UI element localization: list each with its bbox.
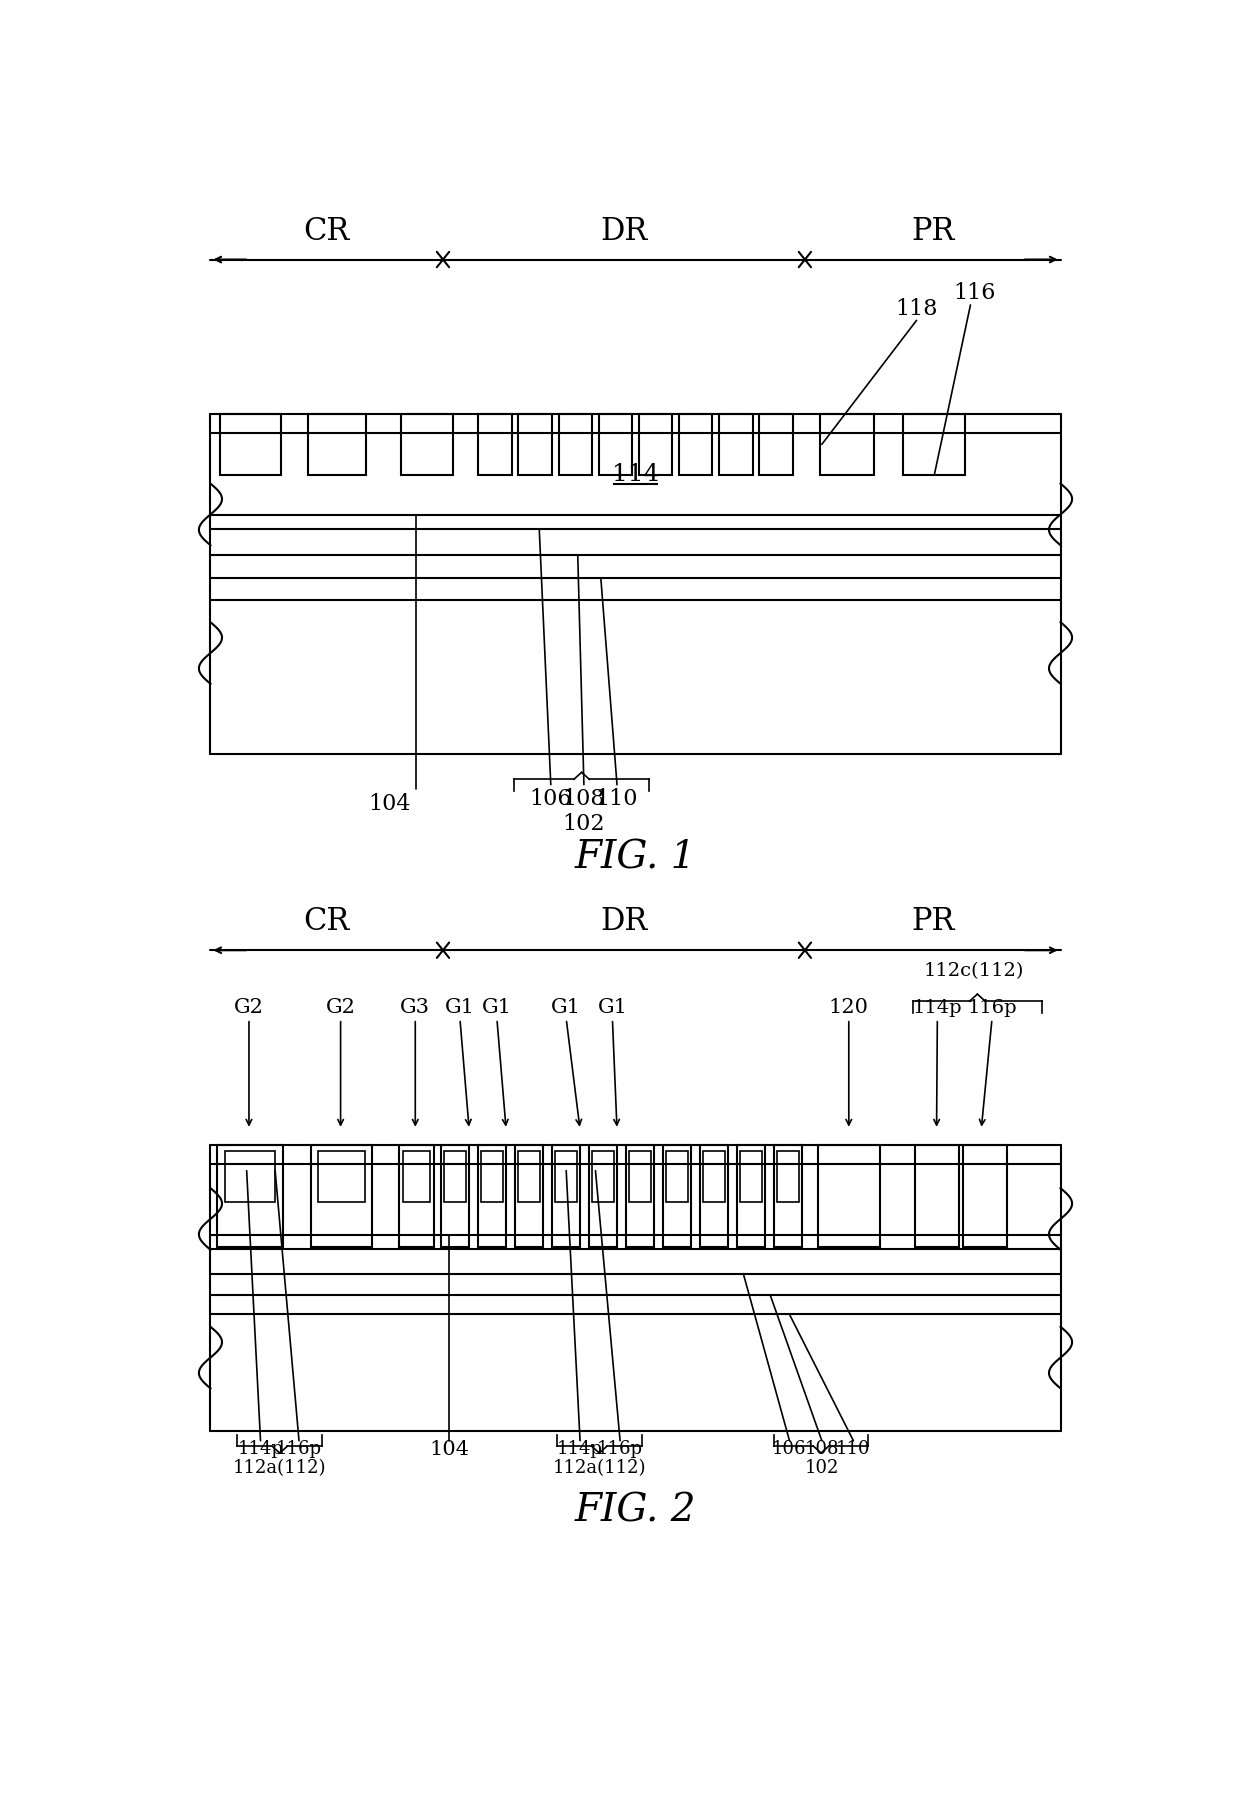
Bar bbox=[518, 414, 552, 476]
Bar bbox=[821, 414, 874, 476]
Bar bbox=[639, 414, 672, 476]
Bar bbox=[444, 1151, 466, 1203]
Text: G1: G1 bbox=[482, 998, 512, 1016]
Bar bbox=[516, 1145, 543, 1248]
Text: G3: G3 bbox=[401, 998, 430, 1016]
Text: 104: 104 bbox=[429, 1440, 469, 1458]
Text: 116: 116 bbox=[954, 282, 996, 304]
Bar bbox=[719, 414, 753, 476]
Bar bbox=[774, 1145, 802, 1248]
Bar bbox=[441, 1145, 469, 1248]
Bar bbox=[626, 1145, 653, 1248]
Text: 104: 104 bbox=[368, 793, 410, 814]
Bar bbox=[477, 414, 512, 476]
Text: 108: 108 bbox=[805, 1440, 839, 1458]
Bar bbox=[701, 1145, 728, 1248]
Text: G2: G2 bbox=[234, 998, 264, 1016]
Text: 106: 106 bbox=[529, 788, 572, 809]
Text: 116p: 116p bbox=[967, 998, 1017, 1016]
Text: 120: 120 bbox=[828, 998, 869, 1016]
Bar bbox=[401, 414, 453, 476]
Bar bbox=[703, 1151, 725, 1203]
Text: 112a(112): 112a(112) bbox=[233, 1458, 326, 1476]
Text: 114: 114 bbox=[611, 464, 660, 485]
Text: DR: DR bbox=[600, 216, 647, 246]
Bar bbox=[219, 414, 281, 476]
Text: FIG. 1: FIG. 1 bbox=[575, 840, 696, 876]
Bar bbox=[479, 1145, 506, 1248]
Bar bbox=[589, 1145, 618, 1248]
Text: 116p: 116p bbox=[598, 1440, 644, 1458]
Bar bbox=[317, 1151, 365, 1203]
Bar bbox=[818, 1145, 880, 1248]
Bar bbox=[629, 1151, 651, 1203]
Text: 106: 106 bbox=[773, 1440, 807, 1458]
Text: FIG. 2: FIG. 2 bbox=[575, 1492, 696, 1528]
Text: PR: PR bbox=[911, 216, 955, 246]
Bar bbox=[666, 1151, 688, 1203]
Bar bbox=[591, 1151, 614, 1203]
Text: CR: CR bbox=[304, 216, 350, 246]
Text: 102: 102 bbox=[805, 1458, 839, 1476]
Text: G1: G1 bbox=[598, 998, 627, 1016]
Text: 110: 110 bbox=[836, 1440, 870, 1458]
Text: 114p: 114p bbox=[913, 998, 962, 1016]
Bar bbox=[678, 414, 713, 476]
Bar bbox=[399, 1145, 434, 1248]
Bar bbox=[309, 414, 366, 476]
Bar bbox=[403, 1151, 430, 1203]
Text: 108: 108 bbox=[563, 788, 605, 809]
Bar bbox=[915, 1145, 959, 1248]
Bar bbox=[599, 414, 632, 476]
Bar bbox=[481, 1151, 503, 1203]
Bar bbox=[740, 1151, 763, 1203]
Bar bbox=[217, 1145, 283, 1248]
Bar bbox=[759, 414, 792, 476]
Bar bbox=[558, 414, 593, 476]
Bar bbox=[962, 1145, 1007, 1248]
Text: 112a(112): 112a(112) bbox=[553, 1458, 646, 1476]
Bar bbox=[224, 1151, 275, 1203]
Bar bbox=[904, 414, 965, 476]
Bar bbox=[518, 1151, 541, 1203]
Bar bbox=[552, 1145, 580, 1248]
Bar bbox=[663, 1145, 691, 1248]
Text: 110: 110 bbox=[595, 788, 639, 809]
Text: 114p: 114p bbox=[238, 1440, 284, 1458]
Text: 114p: 114p bbox=[557, 1440, 603, 1458]
Bar bbox=[777, 1151, 799, 1203]
Bar bbox=[556, 1151, 578, 1203]
Text: G2: G2 bbox=[326, 998, 356, 1016]
Text: 112c(112): 112c(112) bbox=[924, 962, 1024, 980]
Bar bbox=[310, 1145, 372, 1248]
Text: 102: 102 bbox=[563, 813, 605, 834]
Text: G1: G1 bbox=[552, 998, 582, 1016]
Text: PR: PR bbox=[911, 906, 955, 937]
Text: DR: DR bbox=[600, 906, 647, 937]
Text: CR: CR bbox=[304, 906, 350, 937]
Text: 118: 118 bbox=[895, 298, 937, 320]
Text: G1: G1 bbox=[445, 998, 475, 1016]
Text: 116p: 116p bbox=[277, 1440, 322, 1458]
Bar bbox=[737, 1145, 765, 1248]
